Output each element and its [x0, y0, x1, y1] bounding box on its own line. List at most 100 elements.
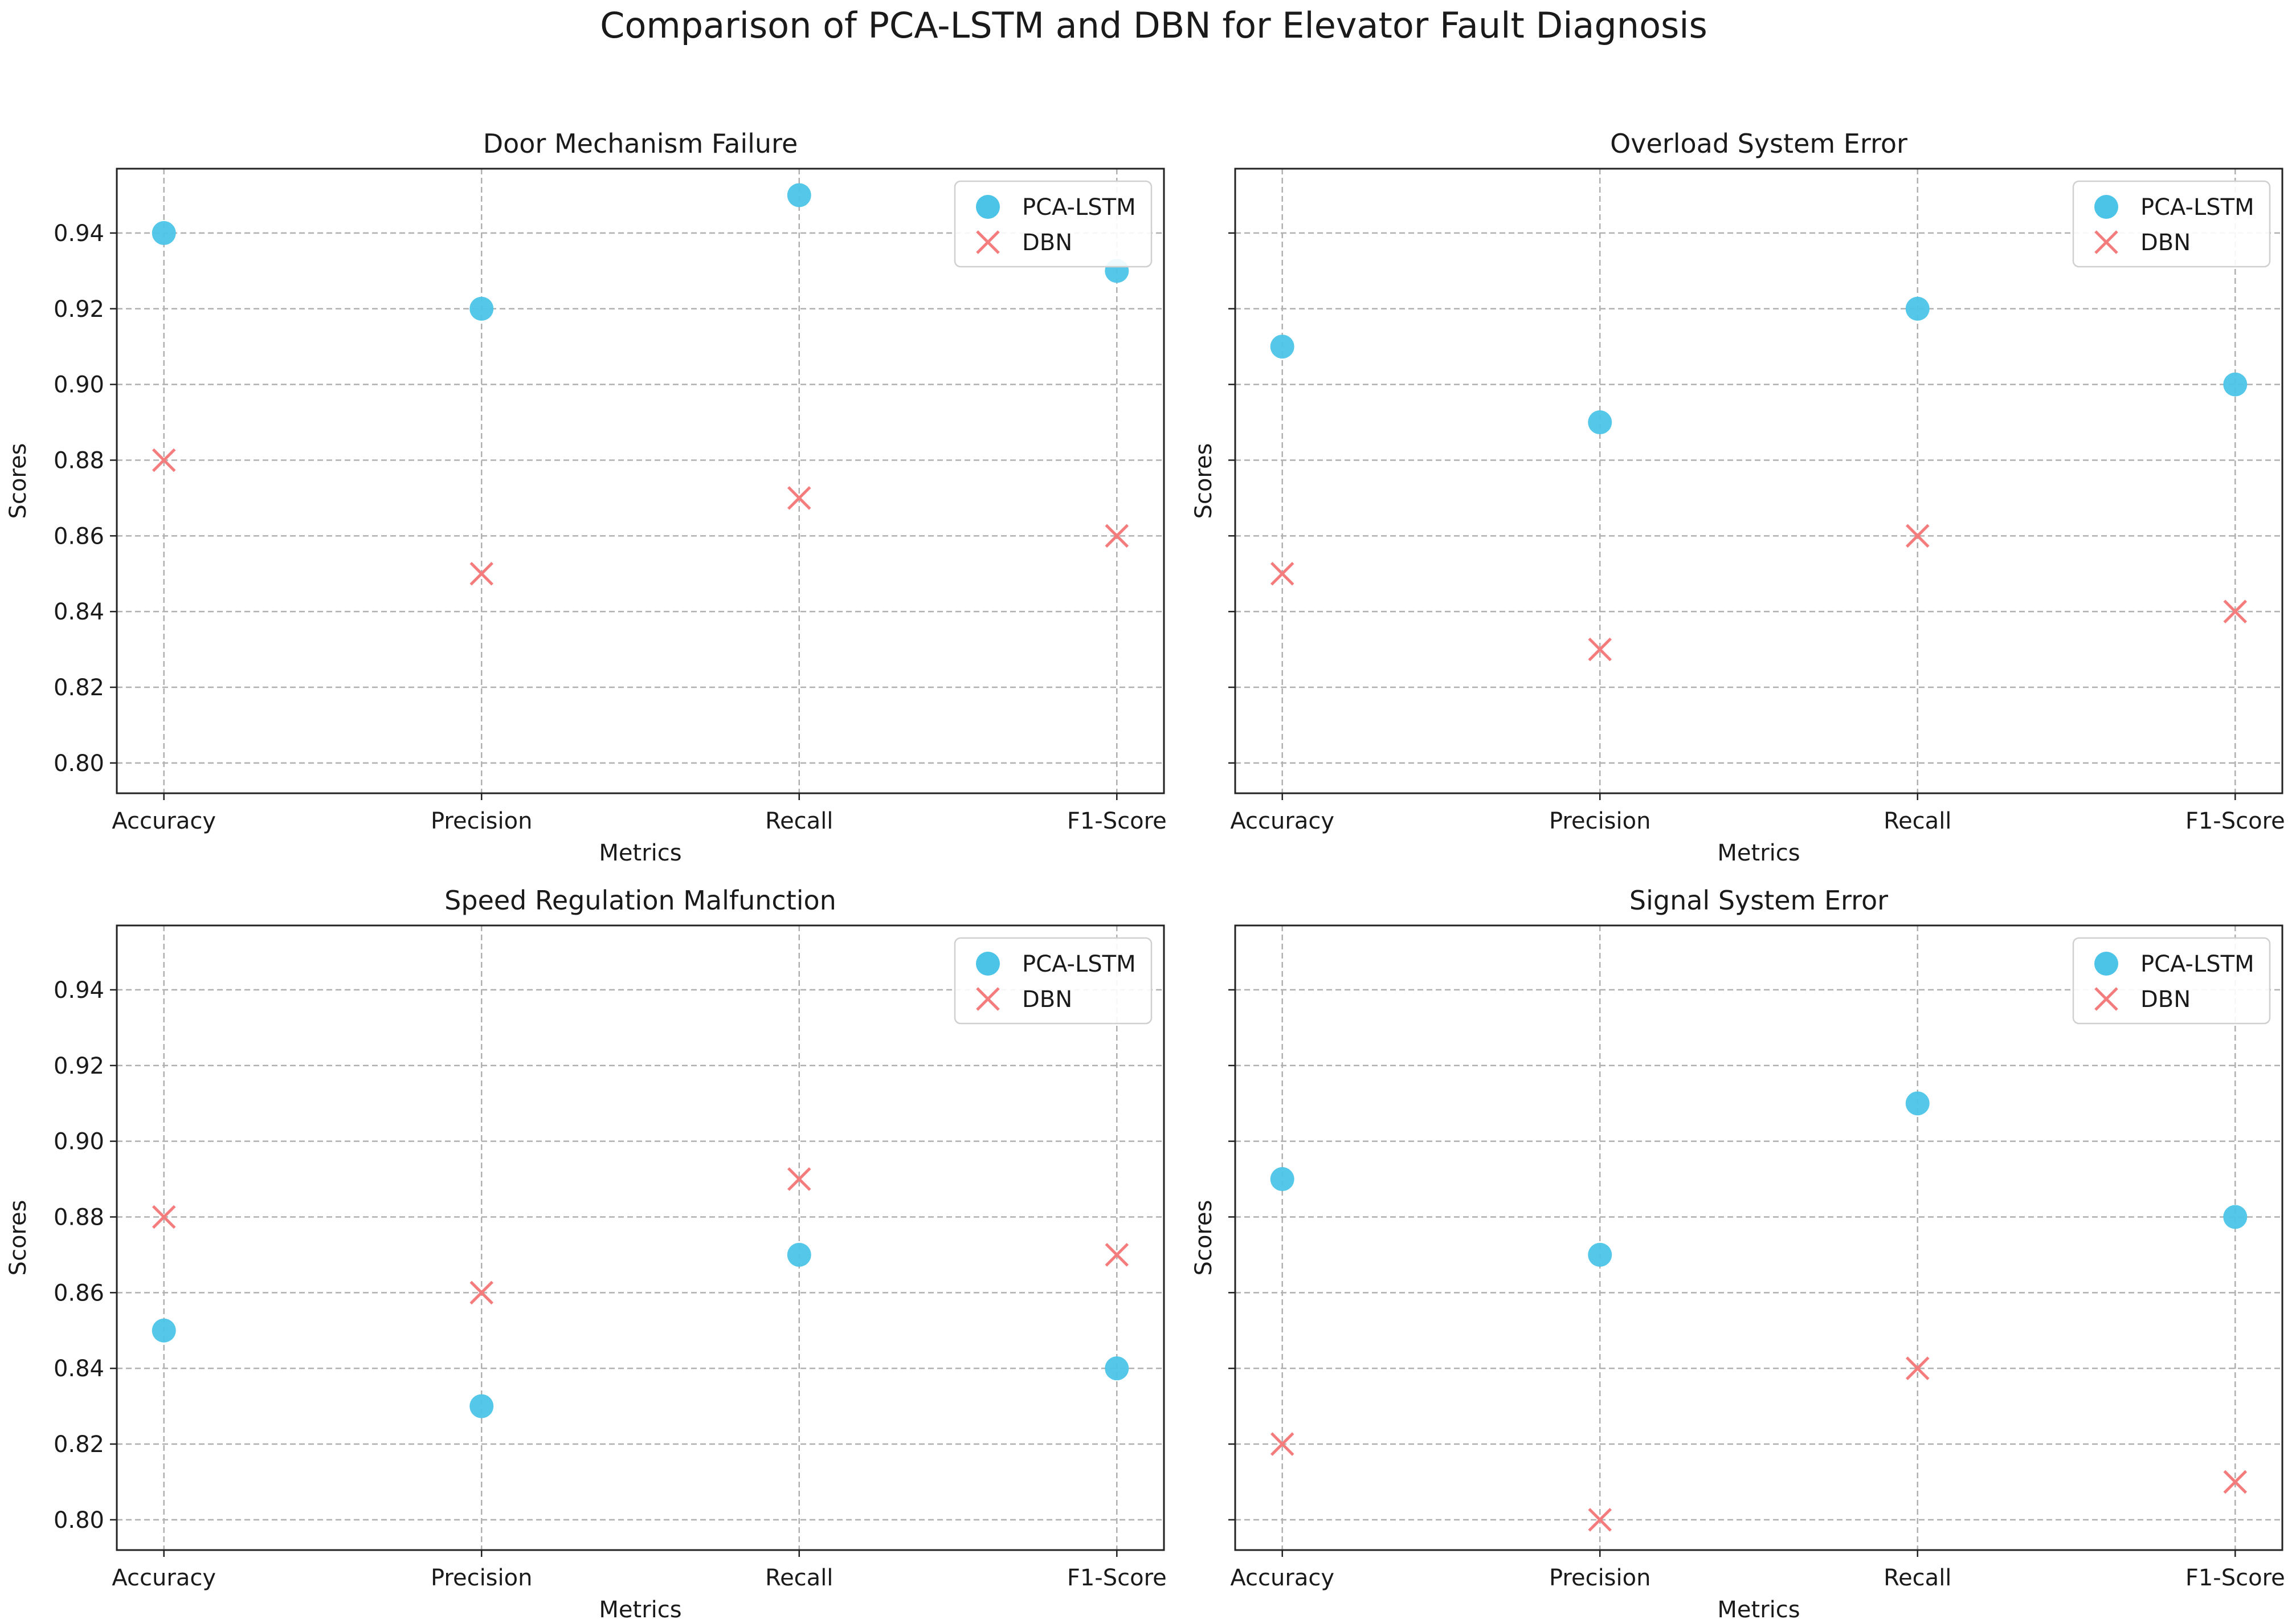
legend-label: DBN [1022, 986, 1072, 1013]
legend-marker-dbn [2094, 987, 2118, 1011]
legend-label: PCA-LSTM [2140, 194, 2254, 221]
subplot-2: Accuracy Precision Recall F1-Score Overload … [1191, 128, 2285, 866]
y-tick-label: 0.88 [54, 1204, 104, 1230]
pca-lstm-point-f1-score [2223, 372, 2248, 397]
y-tick-label: 0.92 [54, 1053, 104, 1079]
figure-title: Comparison of PCA-LSTM and DBN for Eleva… [600, 5, 1707, 46]
x-tick-label: Accuracy [112, 808, 216, 834]
y-tick-label: 0.94 [54, 977, 104, 1004]
pca-lstm-point-accuracy [152, 221, 176, 245]
y-axis-label: Scores [5, 1200, 31, 1276]
x-tick-label: Recall [765, 1565, 833, 1591]
legend-label: PCA-LSTM [1022, 951, 1136, 977]
dbn-point-precision [469, 1281, 494, 1305]
x-tick-label: F1-Score [1067, 808, 1167, 834]
pca-lstm-point-recall [787, 183, 811, 207]
y-tick-label: 0.84 [54, 1356, 104, 1382]
y-tick-label: 0.80 [54, 751, 104, 777]
axes-frame [116, 924, 1165, 1551]
pca-lstm-point-recall [1905, 1091, 1930, 1116]
axes-frame [1234, 924, 2283, 1551]
dbn-point-accuracy [1270, 1432, 1294, 1456]
dbn-marker-stroke [152, 448, 176, 472]
y-tick-label: 0.88 [54, 447, 104, 474]
dbn-marker-stroke [1270, 561, 1294, 586]
dbn-point-accuracy [1270, 561, 1294, 586]
dbn-point-accuracy [152, 1205, 176, 1229]
x-tick-label: Recall [1884, 1565, 1951, 1591]
pca-lstm-point-recall [787, 1242, 811, 1267]
legend-label: DBN [1022, 230, 1072, 256]
x-tick-label: Recall [1884, 808, 1951, 834]
dbn-marker-stroke [469, 561, 494, 586]
legend: PCA-LSTM DBN [954, 937, 1153, 1025]
x-tick-label: Accuracy [1230, 1565, 1334, 1591]
pca-lstm-point-accuracy [1270, 1167, 1294, 1192]
dbn-point-f1-score [1105, 1243, 1129, 1267]
dbn-marker-stroke [469, 1281, 494, 1305]
x-tick-label: Precision [431, 808, 532, 834]
y-tick-label: 0.82 [54, 1432, 104, 1458]
dbn-point-f1-score [2223, 600, 2248, 623]
dbn-point-f1-score [2223, 1470, 2248, 1494]
dbn-marker-stroke [2223, 1470, 2248, 1494]
x-tick-label: F1-Score [1067, 1565, 1167, 1591]
legend: PCA-LSTM DBN [954, 180, 1153, 268]
y-tick-label: 0.90 [54, 372, 104, 398]
y-axis-label: Scores [1191, 443, 1217, 519]
x-axis-label: Metrics [1717, 840, 1800, 866]
x-axis-label: Metrics [599, 840, 681, 866]
legend-box [954, 180, 1153, 268]
dbn-marker-stroke [2094, 987, 2118, 1011]
x-tick-label: Recall [765, 808, 833, 834]
dbn-marker-stroke [152, 1205, 176, 1229]
pca-lstm-point-precision [469, 1394, 494, 1418]
dbn-marker-stroke [1105, 524, 1129, 548]
dbn-marker-stroke [1270, 1432, 1294, 1456]
x-tick-label: Precision [1549, 1565, 1650, 1591]
dbn-point-recall [1905, 1356, 1930, 1380]
x-tick-label: Precision [1549, 808, 1650, 834]
legend-marker-dbn [976, 987, 1000, 1011]
y-tick-label: 0.82 [54, 675, 104, 701]
dbn-marker-stroke [1105, 1243, 1129, 1267]
dbn-point-recall [787, 1167, 811, 1191]
subplot-title: Overload System Error [1610, 128, 1907, 159]
x-axis-label: Metrics [599, 1597, 681, 1623]
dbn-point-precision [469, 561, 494, 586]
dbn-point-recall [1905, 524, 1930, 548]
y-tick-label: 0.86 [54, 1280, 104, 1306]
dbn-marker-stroke [787, 1167, 811, 1191]
y-tick-label: 0.80 [54, 1507, 104, 1534]
y-tick-label: 0.94 [54, 221, 104, 247]
y-tick-label: 0.90 [54, 1129, 104, 1155]
pca-lstm-point-accuracy [1270, 335, 1294, 359]
x-tick-label: Accuracy [112, 1565, 216, 1591]
subplot-grid: 0.80 0.82 0.84 0.86 0.88 0.90 0.92 0.94 Accuracy… [5, 128, 2285, 1623]
y-tick-label: 0.86 [54, 523, 104, 549]
legend-marker-pca-lstm [2094, 952, 2118, 976]
y-tick-label: 0.92 [54, 296, 104, 323]
x-tick-label: F1-Score [2185, 1565, 2285, 1591]
x-tick-label: Precision [431, 1565, 532, 1591]
pca-lstm-point-accuracy [152, 1318, 176, 1343]
dbn-marker-stroke [1588, 1508, 1612, 1532]
legend-marker-pca-lstm [976, 952, 1000, 976]
legend-label: DBN [2140, 986, 2191, 1013]
axes-frame [1234, 168, 2283, 794]
legend-marker-dbn [976, 230, 1000, 254]
legend-label: PCA-LSTM [2140, 951, 2254, 977]
legend-label: DBN [2140, 230, 2191, 256]
dbn-marker-stroke [2223, 600, 2248, 623]
dbn-marker-stroke [1905, 1356, 1930, 1380]
subplot-1: 0.80 0.82 0.84 0.86 0.88 0.90 0.92 0.94 Accuracy… [5, 128, 1167, 866]
subplot-3: 0.80 0.82 0.84 0.86 0.88 0.90 0.92 0.94 Accuracy… [5, 885, 1167, 1623]
pca-lstm-point-precision [469, 296, 494, 321]
legend-box [2072, 180, 2271, 268]
x-axis-label: Metrics [1717, 1597, 1800, 1623]
legend-label: PCA-LSTM [1022, 194, 1136, 221]
pca-lstm-point-recall [1905, 296, 1930, 321]
y-axis-label: Scores [1191, 1200, 1217, 1276]
dbn-marker-stroke [976, 987, 1000, 1011]
